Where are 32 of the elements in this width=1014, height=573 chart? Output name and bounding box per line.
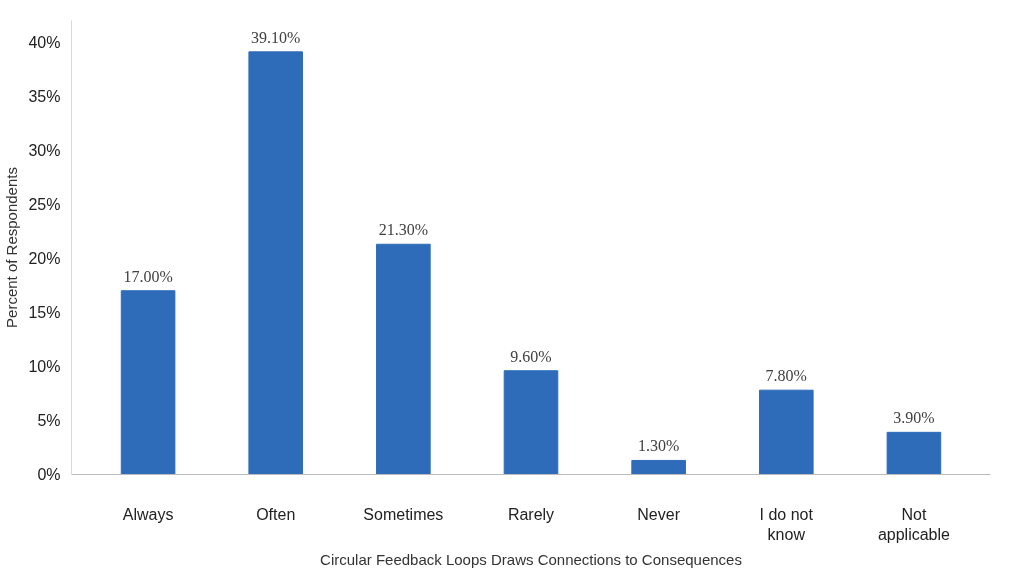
bar <box>248 51 304 475</box>
x-tick-label: Not applicable <box>877 505 951 543</box>
bar <box>886 431 942 475</box>
y-tick-label: 10% <box>28 357 61 375</box>
data-label: 39.10% <box>251 28 301 46</box>
y-axis-title: Percent of Respondents <box>3 167 21 328</box>
bar <box>758 389 814 475</box>
data-label: 17.00% <box>123 267 173 285</box>
x-tick-label: Never <box>637 505 681 523</box>
x-tick-label: I do not know <box>759 505 814 543</box>
data-label: 9.60% <box>510 347 552 365</box>
y-tick-label: 15% <box>28 303 61 321</box>
bar <box>376 243 431 475</box>
y-tick-label: 25% <box>28 195 61 213</box>
x-tick-label: Always <box>122 505 174 523</box>
bar <box>631 459 686 475</box>
y-tick-label: 20% <box>28 249 61 267</box>
bar <box>120 290 176 475</box>
y-tick-label: 30% <box>28 141 61 159</box>
data-label: 3.90% <box>893 409 935 427</box>
y-tick-label: 0% <box>37 466 61 483</box>
x-tick-label: Sometimes <box>363 505 444 523</box>
data-label: 1.30% <box>637 437 680 455</box>
x-tick-label: Often <box>256 505 296 523</box>
y-tick-label: 40% <box>28 33 61 51</box>
x-axis-title: Circular Feedback Loops Draws Connections to Consequences <box>320 550 742 568</box>
y-tick-label: 35% <box>28 87 61 105</box>
x-tick-label: Rarely <box>507 505 555 523</box>
data-label: 21.30% <box>378 221 429 239</box>
y-tick-label: 5% <box>37 411 61 429</box>
bar <box>503 370 559 475</box>
data-label: 7.80% <box>765 367 807 385</box>
